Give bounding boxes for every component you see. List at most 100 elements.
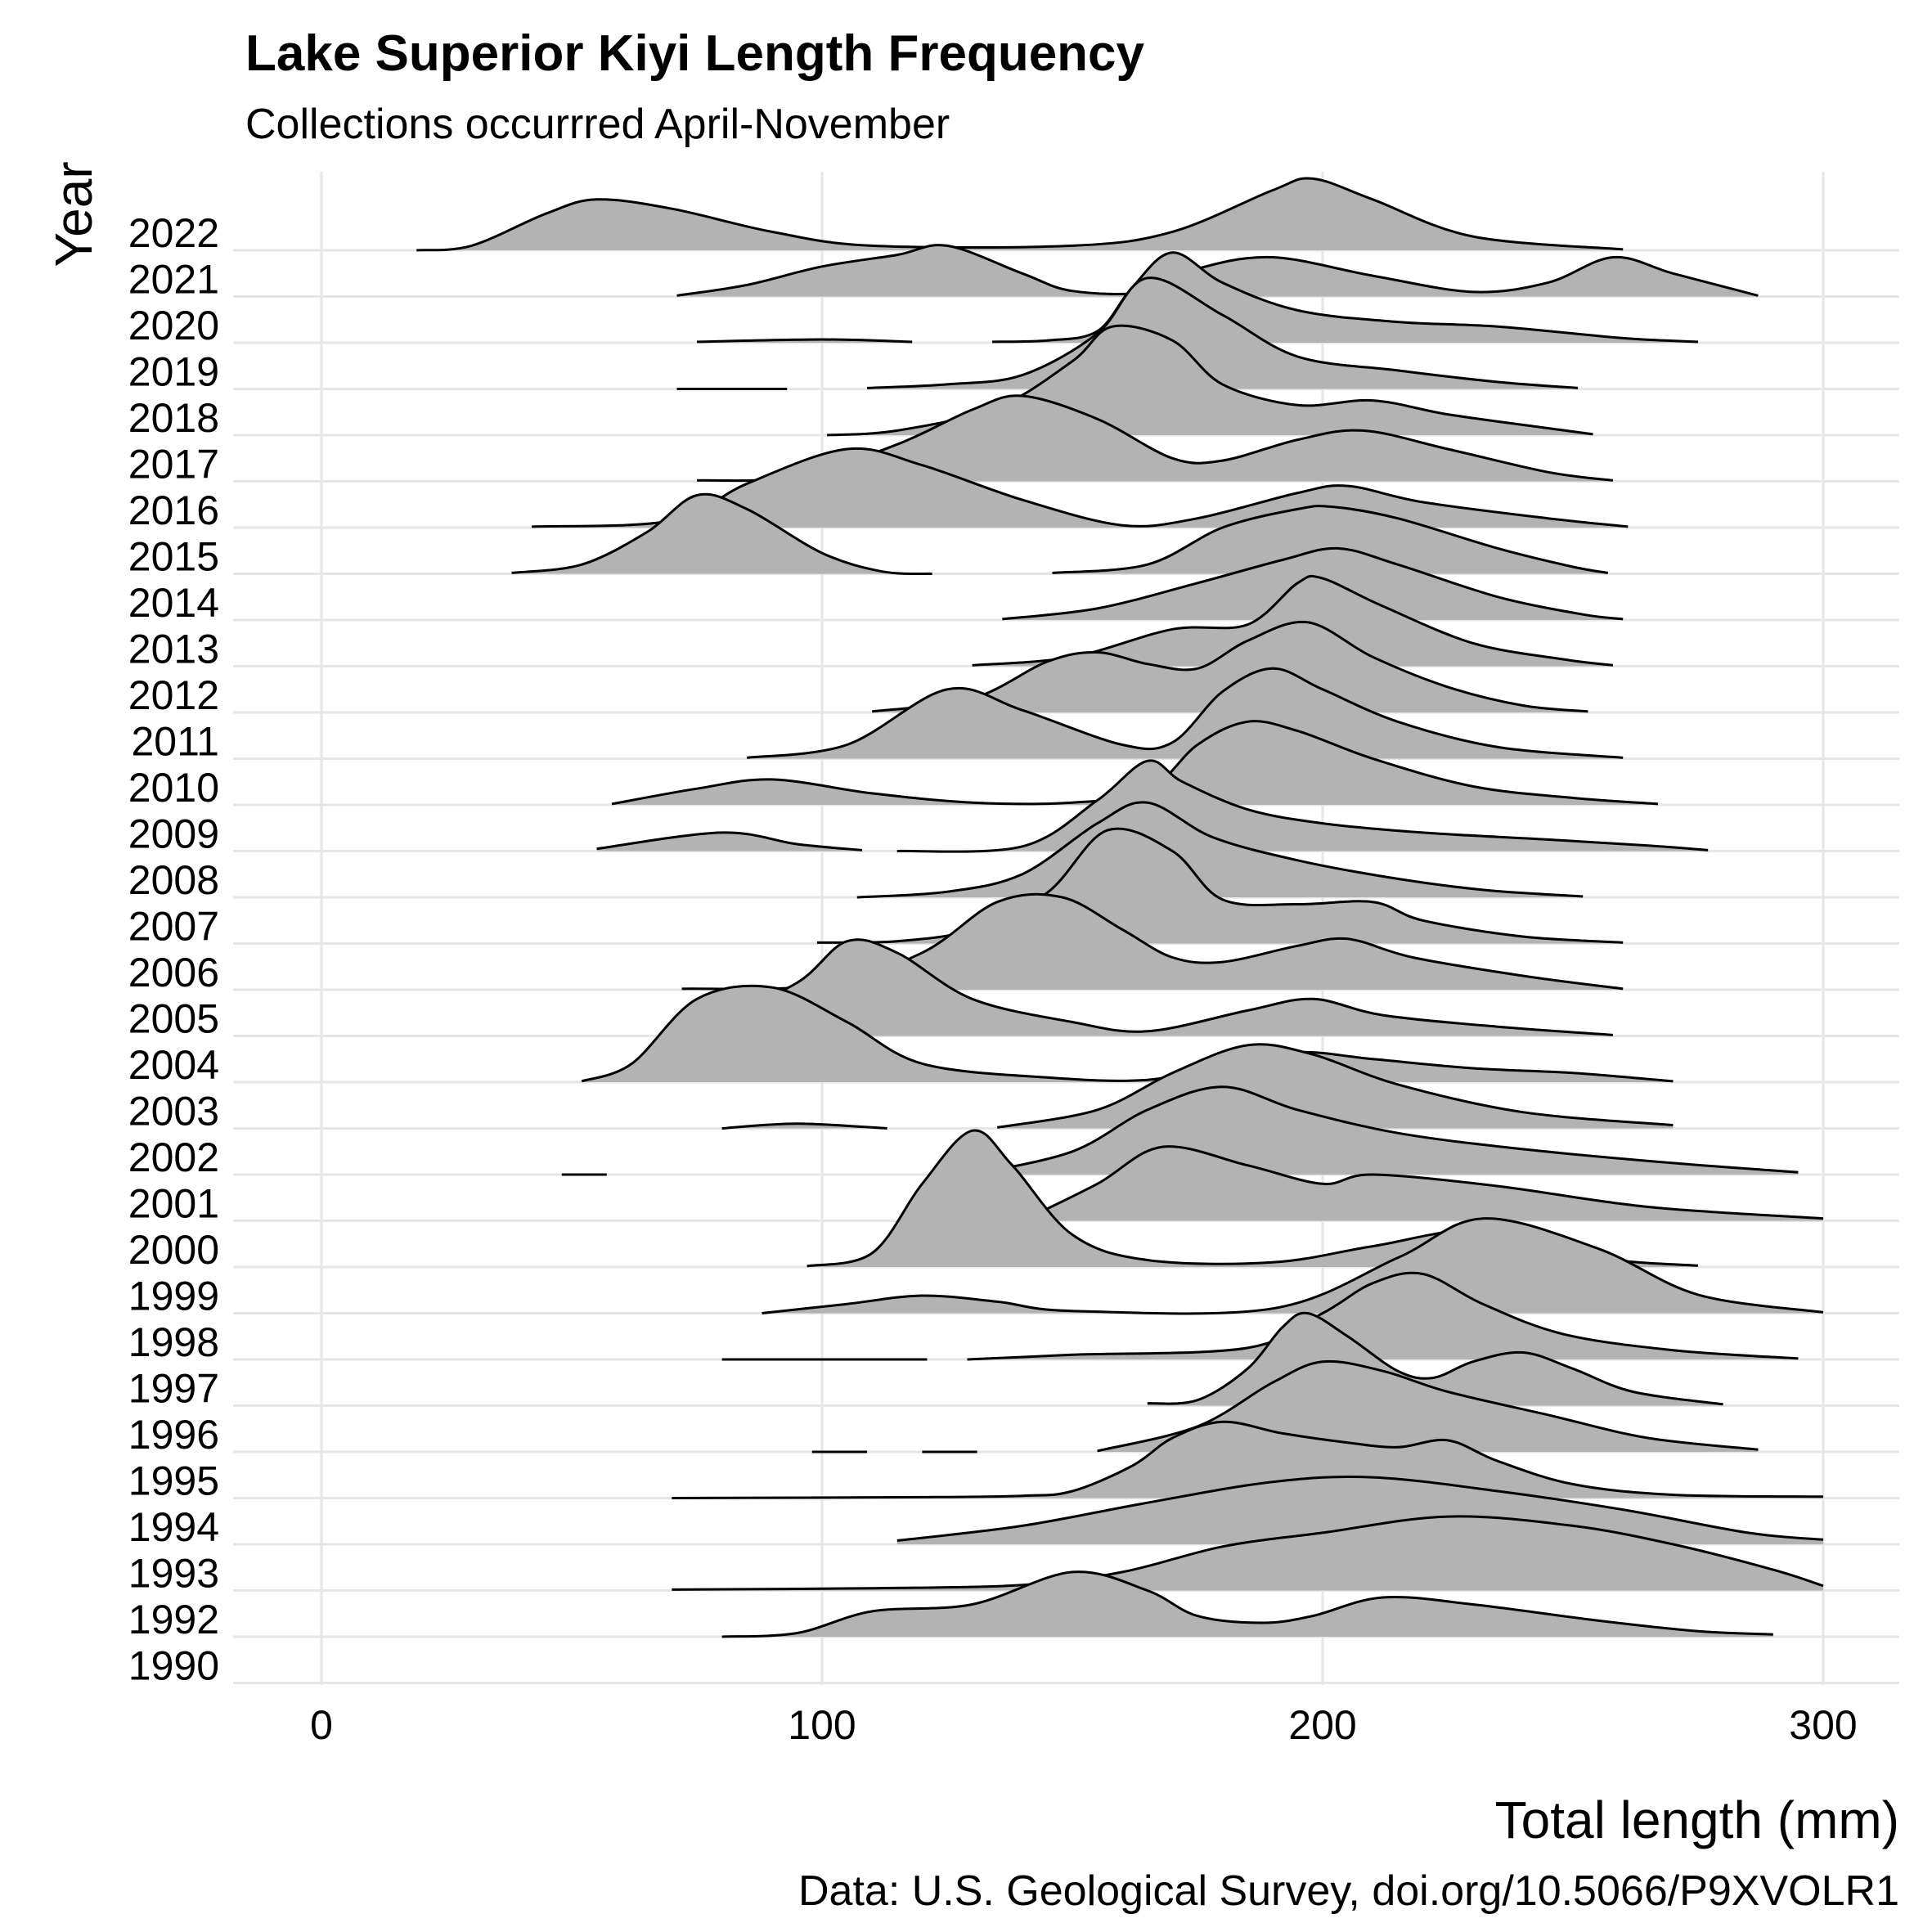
ridge-fill bbox=[672, 1422, 1823, 1498]
x-tick-labels: 0 100 200 300 bbox=[310, 1702, 1858, 1748]
y-tick-label: 2015 bbox=[128, 534, 219, 580]
ridge-fill bbox=[582, 986, 1674, 1082]
ridge-line bbox=[721, 1122, 887, 1130]
ridge-1998 bbox=[721, 1271, 1799, 1361]
ridge-fill bbox=[532, 448, 1629, 528]
ridge-line bbox=[867, 276, 1579, 389]
ridge-series bbox=[416, 177, 1824, 1638]
y-tick-label: 2005 bbox=[128, 996, 219, 1042]
ridge-2022 bbox=[416, 177, 1624, 252]
ridge-line bbox=[1002, 546, 1624, 621]
x-tick-label: 200 bbox=[1288, 1702, 1356, 1748]
ridge-line bbox=[896, 1475, 1824, 1542]
y-tick-label: 2006 bbox=[128, 950, 219, 995]
y-tick-label: 2014 bbox=[128, 580, 219, 626]
y-tick-label: 2007 bbox=[128, 904, 219, 950]
chart-caption: Data: U.S. Geological Survey, doi.org/10… bbox=[798, 1867, 1899, 1915]
y-tick-label: 2011 bbox=[131, 719, 219, 765]
y-tick-label: 2008 bbox=[128, 857, 219, 903]
y-tick-label: 2002 bbox=[128, 1134, 219, 1180]
ridge-line bbox=[1147, 1311, 1723, 1406]
y-tick-label: 2013 bbox=[128, 627, 219, 672]
ridge-fill bbox=[747, 668, 1624, 759]
ridge-line bbox=[721, 1570, 1773, 1638]
ridge-1993 bbox=[672, 1515, 1824, 1591]
ridge-fill bbox=[697, 395, 1613, 482]
y-tick-label: 1990 bbox=[128, 1643, 219, 1689]
ridge-line bbox=[581, 984, 1674, 1083]
y-tick-label: 2016 bbox=[128, 487, 219, 533]
y-tick-label: 2012 bbox=[128, 672, 219, 718]
y-tick-label: 1997 bbox=[128, 1366, 219, 1412]
ridge-fill bbox=[967, 1273, 1799, 1359]
ridge-line bbox=[1052, 505, 1609, 574]
ridge-2015 bbox=[511, 492, 1609, 576]
ridge-line bbox=[972, 574, 1614, 667]
ridge-line bbox=[747, 667, 1624, 759]
ridge-fill bbox=[762, 1218, 1823, 1314]
y-tick-label: 2017 bbox=[128, 442, 219, 487]
ridge-fill bbox=[721, 1123, 887, 1129]
ridge-line bbox=[672, 1420, 1824, 1499]
y-tick-label: 1996 bbox=[128, 1412, 219, 1458]
ridge-fill bbox=[1022, 1146, 1823, 1221]
ridge-fill bbox=[972, 576, 1613, 667]
y-tick-label: 2022 bbox=[128, 210, 219, 256]
y-tick-label: 2020 bbox=[128, 303, 219, 348]
ridge-1995 bbox=[672, 1420, 1824, 1499]
y-tick-label: 1992 bbox=[128, 1597, 219, 1642]
ridge-line bbox=[671, 938, 1614, 1037]
ridge-fill bbox=[676, 245, 1759, 297]
ridge-line bbox=[531, 447, 1629, 528]
ridge-fill bbox=[1052, 505, 1608, 574]
ridge-line bbox=[967, 1271, 1799, 1361]
y-tick-label: 2018 bbox=[128, 395, 219, 441]
ridge-line bbox=[872, 620, 1588, 713]
ridge-2004 bbox=[581, 984, 1674, 1083]
x-axis-label: Total length (mm) bbox=[1494, 1790, 1899, 1849]
ridge-fill bbox=[672, 939, 1613, 1036]
ridge-2008 bbox=[856, 801, 1584, 899]
ridge-2001 bbox=[1022, 1145, 1824, 1222]
chart-subtitle: Collections occurrred April-November bbox=[245, 101, 950, 148]
ridge-2019 bbox=[676, 276, 1579, 391]
ridge-line bbox=[856, 801, 1584, 899]
ridge-line bbox=[696, 338, 913, 344]
ridge-line bbox=[672, 1515, 1824, 1591]
y-tick-label: 2003 bbox=[128, 1089, 219, 1134]
ridge-line bbox=[1097, 1359, 1759, 1453]
x-tick-label: 0 bbox=[310, 1702, 333, 1748]
y-tick-label: 2021 bbox=[128, 257, 219, 303]
ridge-line bbox=[1022, 1145, 1824, 1222]
ridge-1999 bbox=[762, 1217, 1824, 1315]
y-tick-label: 2009 bbox=[128, 811, 219, 857]
y-tick-label: 2000 bbox=[128, 1227, 219, 1273]
chart-title: Lake Superior Kiyi Length Frequency bbox=[245, 25, 1145, 82]
ridge-fill bbox=[416, 178, 1624, 250]
ridge-fill bbox=[856, 802, 1584, 897]
ridge-fill bbox=[612, 721, 1658, 805]
ridge-line bbox=[992, 251, 1699, 344]
ridge-2016 bbox=[531, 447, 1629, 528]
ridge-2013 bbox=[972, 574, 1614, 667]
y-tick-label: 1999 bbox=[128, 1274, 219, 1319]
ridge-2005 bbox=[671, 938, 1614, 1037]
ridge-fill bbox=[511, 494, 932, 574]
y-tick-label: 2010 bbox=[128, 765, 219, 811]
ridge-fill bbox=[872, 622, 1588, 712]
x-tick-label: 300 bbox=[1789, 1702, 1857, 1748]
ridge-line bbox=[896, 759, 1709, 853]
ridge-line bbox=[416, 177, 1624, 252]
y-tick-label: 2004 bbox=[128, 1042, 219, 1088]
ridge-fill bbox=[596, 832, 862, 851]
ridge-line bbox=[596, 831, 863, 851]
ridge-line bbox=[972, 1085, 1799, 1176]
ridge-2012 bbox=[872, 620, 1588, 713]
y-tick-label: 1994 bbox=[128, 1504, 219, 1550]
ridge-line bbox=[511, 492, 932, 576]
y-axis-label: Year bbox=[44, 161, 103, 267]
y-tick-label: 1995 bbox=[128, 1458, 219, 1504]
y-tick-label: 1993 bbox=[128, 1551, 219, 1597]
ridge-2011 bbox=[747, 667, 1624, 759]
